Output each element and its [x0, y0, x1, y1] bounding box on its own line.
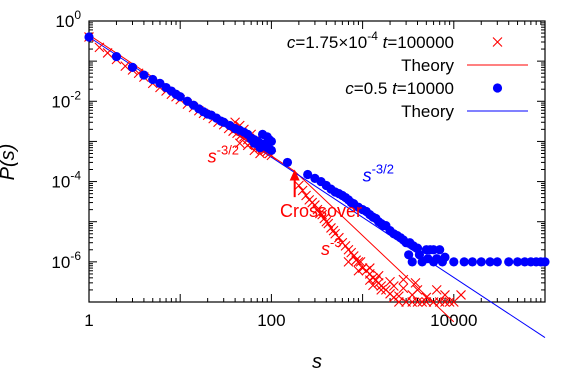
data-point-dot: [84, 32, 94, 42]
data-point-dot: [428, 257, 439, 267]
power-law-label: s-3/2: [208, 142, 239, 166]
data-point-dot: [264, 135, 274, 145]
data-point-cross: [431, 285, 442, 295]
data-point-cross: [328, 225, 339, 236]
data-point-dot: [437, 257, 448, 267]
x-tick-label: 100: [257, 311, 285, 330]
y-tick-label: 10-4: [51, 169, 81, 192]
data-point-cross: [343, 256, 354, 267]
data-point-cross: [340, 240, 351, 251]
data-point-dot: [175, 92, 185, 102]
data-point-cross: [440, 290, 450, 300]
legend: c=1.75×10-4 t=100000 Theory c=0.5 t=10000 T…: [287, 29, 528, 121]
data-point-cross: [385, 276, 395, 287]
data-point-cross: [301, 190, 311, 201]
data-point-dot: [492, 257, 502, 267]
data-point-dot: [111, 51, 122, 62]
data-point-dot: [148, 74, 158, 85]
data-point-cross: [364, 275, 375, 286]
data-points: [84, 32, 550, 307]
data-point-dot: [417, 257, 427, 267]
data-point-cross: [412, 297, 423, 307]
legend-label: Theory: [401, 56, 454, 75]
data-point-cross: [421, 297, 432, 307]
data-point-dot: [303, 169, 313, 180]
axis-ticks: 1 100 10000 100 10-2 10-4 10-6: [51, 8, 546, 330]
data-point-dot: [476, 257, 486, 267]
data-point-dot: [127, 62, 138, 72]
data-point-dot: [414, 250, 425, 260]
legend-sample-dot: [492, 83, 503, 93]
data-point-cross: [355, 256, 366, 267]
y-tick-label: 100: [55, 8, 81, 31]
data-point-cross: [319, 213, 330, 224]
data-point-cross: [398, 274, 409, 285]
x-tick-label: 10000: [430, 311, 477, 330]
data-point-cross: [353, 265, 364, 276]
crossover-label: Crossover: [280, 201, 362, 221]
data-point-dot: [266, 145, 276, 155]
x-tick-label: 1: [84, 311, 93, 330]
data-point-cross: [353, 256, 364, 267]
data-point-dot: [459, 257, 469, 267]
y-tick-label: 10-2: [51, 88, 81, 111]
data-point-cross: [234, 138, 245, 149]
data-point-cross: [412, 285, 423, 295]
data-point-cross: [456, 290, 466, 300]
data-point-cross: [410, 277, 421, 288]
data-point-dot: [404, 250, 414, 260]
power-law-label: s-3: [321, 235, 342, 259]
data-point-dot: [485, 257, 495, 267]
data-point-dot: [467, 257, 478, 267]
data-point-cross: [398, 283, 409, 294]
data-point-cross: [444, 297, 455, 307]
data-point-dot: [139, 70, 149, 80]
legend-sample-cross: [492, 37, 503, 47]
data-point-dot: [435, 245, 445, 255]
plot-frame: [88, 20, 546, 303]
data-point-cross: [310, 200, 320, 210]
data-point-cross: [297, 185, 308, 196]
legend-label: Theory: [401, 102, 454, 121]
data-point-cross: [323, 218, 334, 229]
data-point-cross: [368, 280, 378, 291]
data-point-dot: [282, 157, 293, 168]
legend-label: c=0.5 t=10000: [345, 79, 454, 98]
data-point-dot: [255, 143, 265, 153]
data-point-dot: [512, 257, 523, 267]
data-point-cross: [373, 270, 384, 281]
data-point-cross: [293, 180, 304, 191]
data-point-dot: [449, 257, 459, 267]
x-axis-label: s: [312, 351, 322, 373]
data-point-cross: [364, 263, 375, 273]
data-point-cross: [102, 48, 113, 58]
power-law-label: s-3/2: [363, 162, 394, 186]
data-point-cross: [440, 297, 450, 307]
data-point-cross: [94, 42, 105, 53]
crossover-arrow-head: [289, 169, 300, 181]
data-point-cross: [334, 232, 344, 243]
data-point-dot: [540, 257, 550, 267]
y-axis-label: P(s): [0, 144, 19, 181]
data-point-dot: [407, 257, 417, 267]
data-point-dot: [504, 257, 514, 267]
legend-label: c=1.75×10-4 t=100000: [287, 29, 454, 52]
data-point-cross: [376, 285, 387, 295]
data-point-cross: [421, 292, 432, 303]
data-point-cross: [394, 291, 404, 302]
y-tick-label: 10-6: [51, 249, 81, 272]
